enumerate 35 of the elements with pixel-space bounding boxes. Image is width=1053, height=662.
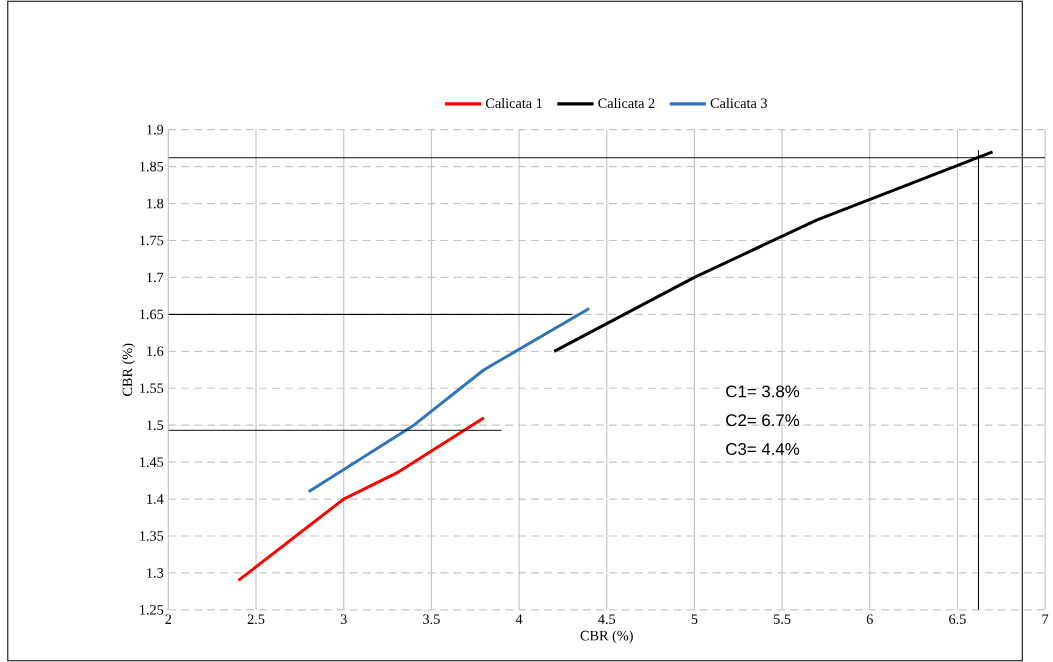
y-tick-label: 1.8	[147, 198, 164, 209]
legend-label: Calicata 3	[710, 98, 767, 109]
x-tick-label: 3.5	[423, 614, 440, 625]
line-series	[237, 416, 486, 582]
y-tick-label: 1.9	[147, 124, 164, 135]
y-tick-label: 1.55	[140, 383, 164, 394]
x-tick-label: 5.5	[774, 614, 791, 625]
line-series	[307, 306, 591, 494]
y-tick-label: 1.25	[140, 605, 164, 615]
annotation: C1= 3.8%	[726, 385, 800, 398]
x-tick-label: 5	[691, 614, 698, 624]
y-tick-label: 1.7	[147, 272, 164, 283]
y-tick-label: 1.35	[140, 531, 164, 541]
legend-label: Calicata 2	[598, 98, 655, 109]
y-axis-title: CBR (%)	[122, 343, 136, 396]
y-tick-label: 1.75	[140, 235, 164, 246]
y-tick-label: 1.5	[147, 420, 164, 431]
x-tick-label: 2.5	[247, 614, 265, 625]
x-tick-label: 4.5	[598, 614, 616, 625]
x-tick-label: 3	[340, 614, 347, 625]
x-axis-title: CBR (%)	[580, 630, 633, 644]
annotation: C3= 4.4%	[726, 443, 800, 455]
y-tick-label: 1.4	[147, 494, 164, 504]
x-tick-label: 6.5	[949, 614, 966, 625]
y-tick-label: 1.65	[140, 309, 164, 320]
x-tick-label: 6	[866, 614, 873, 625]
annotation: C2= 6.7%	[726, 414, 800, 427]
y-tick-label: 1.3	[147, 568, 164, 578]
x-tick-label: 2	[165, 614, 172, 624]
y-tick-label: 1.6	[147, 346, 164, 357]
y-tick-label: 1.85	[140, 161, 164, 172]
y-tick-label: 1.45	[140, 457, 164, 467]
x-tick-label: 4	[515, 614, 523, 624]
x-tick-label: 7	[1042, 614, 1049, 624]
legend-label: Calicata 1	[485, 98, 542, 109]
